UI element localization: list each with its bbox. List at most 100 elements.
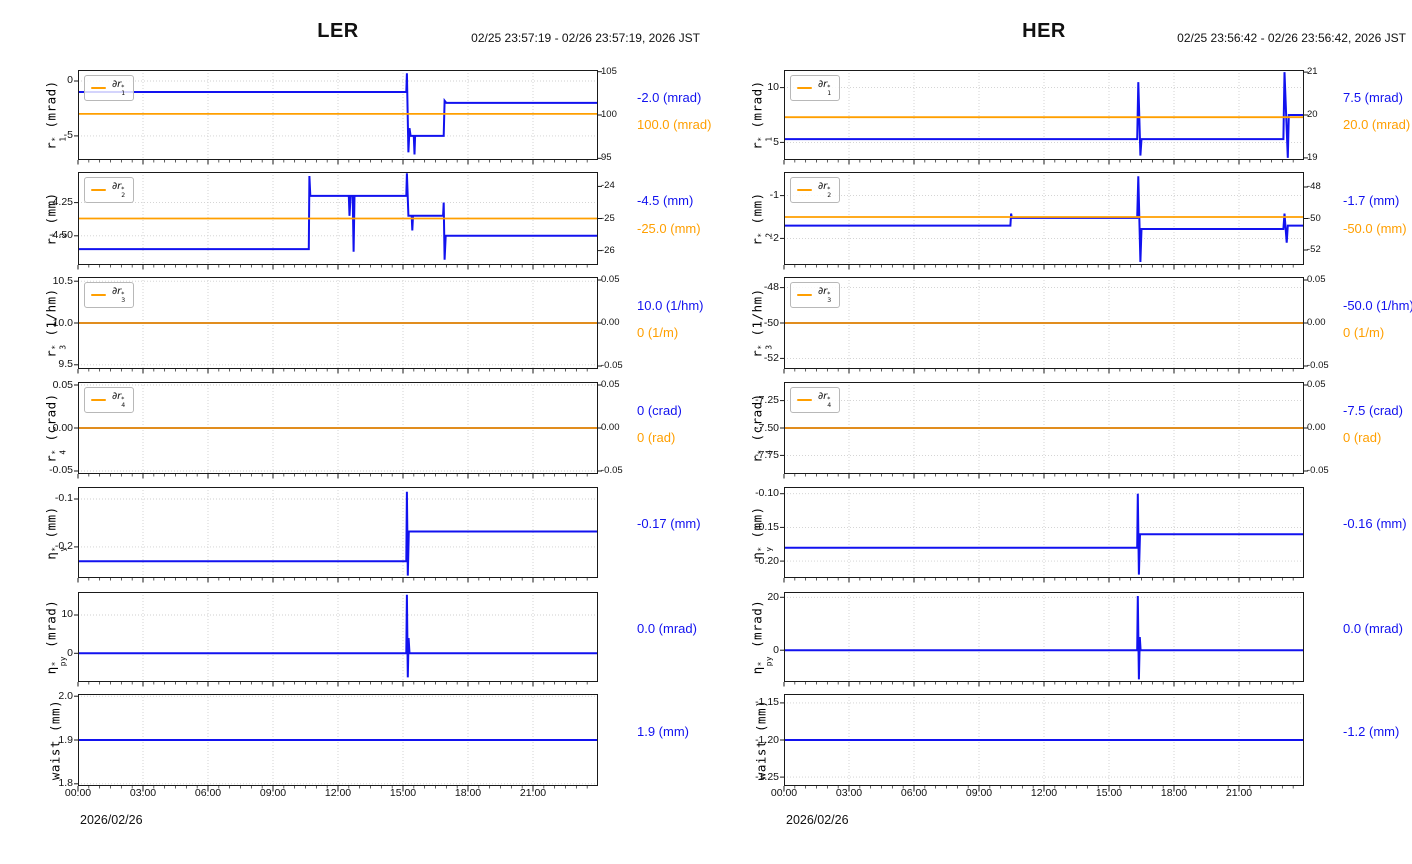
y-tick-label: -0.2 <box>54 540 73 553</box>
y-tick-label: 0.05 <box>52 378 73 391</box>
y-tick-label: -1.25 <box>755 770 779 783</box>
value-label-r1-measured: -2.0 (mrad) <box>637 90 702 105</box>
x-tick-label: 18:00 <box>1160 787 1188 799</box>
right-tick-label: -50 <box>1307 212 1321 224</box>
y-tick-label: 2.0 <box>58 689 73 702</box>
right-tick-label: -24 <box>601 180 615 192</box>
y-tick-label: -1.15 <box>755 696 779 709</box>
y-tick-label: 0.00 <box>52 421 73 434</box>
value-label-r3-measured: -50.0 (1/hm) <box>1343 297 1412 313</box>
y-tick-label: 10 <box>767 81 779 94</box>
x-tick-label: 09:00 <box>259 787 287 799</box>
x-tick-label: 12:00 <box>1030 787 1058 799</box>
legend-r4: ∂r * 4 <box>790 387 841 413</box>
legend-line-sample <box>91 86 106 90</box>
right-tick-label: -0.05 <box>1307 464 1329 476</box>
value-label-eta-py-measured: 0.0 (mrad) <box>1343 621 1403 636</box>
plot-eta-y <box>74 487 598 583</box>
value-label-eta-py-measured: 0.0 (mrad) <box>637 621 697 636</box>
right-tick-label: 0.05 <box>601 379 620 390</box>
y-tick-label: 10.5 <box>52 274 73 287</box>
plot-r3 <box>74 277 602 374</box>
plot-r2 <box>74 172 602 270</box>
column-her: HER 02/25 23:56:42 - 02/26 23:56:42, 202… <box>706 0 1412 864</box>
x-tick-label: 06:00 <box>900 787 928 799</box>
right-tick-label: 0.05 <box>1307 379 1326 390</box>
value-label-eta-y-measured: -0.16 (mm) <box>1343 516 1407 532</box>
column-ler: LER 02/25 23:57:19 - 02/26 23:57:19, 202… <box>43 20 711 827</box>
y-tick-label: -48 <box>763 281 779 294</box>
right-tick-label: 0.05 <box>601 274 620 285</box>
legend-line-sample <box>91 398 106 402</box>
value-label-r2-measured: -1.7 (mm) <box>1343 192 1400 208</box>
legend-label: ∂r * 4 <box>112 391 126 409</box>
y-tick-label: -0.20 <box>755 554 779 567</box>
legend-r1: ∂r * 1 <box>790 75 841 101</box>
right-tick-label: -26 <box>601 244 615 256</box>
plot-r1 <box>780 70 1308 165</box>
value-label-r3-measured: 10.0 (1/hm) <box>637 297 704 313</box>
value-label-r1-measured: 7.5 (mrad) <box>1343 90 1403 105</box>
value-label-r4-reference: 0 (rad) <box>637 430 676 446</box>
legend-label: ∂r * 4 <box>818 391 832 409</box>
right-tick-label: 100 <box>601 109 617 120</box>
y-tick-label: -1 <box>769 189 779 202</box>
y-tick-label: 1.9 <box>58 733 73 746</box>
right-tick-label: 0.00 <box>601 422 620 433</box>
x-axis-date-label: 2026/02/26 <box>80 813 143 827</box>
legend-r3: ∂r * 3 <box>790 282 841 308</box>
y-tick-label: 10 <box>61 608 73 621</box>
x-tick-label: 15:00 <box>389 787 417 799</box>
y-tick-label: 20 <box>767 590 779 603</box>
value-label-r1-reference: 100.0 (mrad) <box>637 117 712 132</box>
right-tick-label: 0.00 <box>1307 317 1326 328</box>
x-tick-label: 15:00 <box>1095 787 1123 799</box>
y-tick-label: -0.15 <box>755 520 779 533</box>
y-tick-label: -0.1 <box>54 492 73 505</box>
value-label-r4-measured: -7.5 (crad) <box>1343 402 1403 418</box>
y-tick-label: 0 <box>67 646 73 659</box>
panel-stack: r * 1 (mrad) 10 5 21 20 19 ∂r * 1 7.5 (mrad) 20.0 (m… <box>706 0 1412 864</box>
x-axis-date-label: 2026/02/26 <box>786 813 849 827</box>
x-tick-label: 18:00 <box>454 787 482 799</box>
right-tick-label: 0.00 <box>1307 422 1326 433</box>
panel-stack: r * 1 (mrad) 0 -5 105 100 95 ∂r * 1 -2.0 (mrad) 100.… <box>43 65 711 799</box>
column-title: LER <box>317 20 359 42</box>
x-tick-label: 03:00 <box>835 787 863 799</box>
plot-r1 <box>74 70 602 165</box>
y-tick-label: -2 <box>769 231 779 244</box>
legend-label: ∂r * 1 <box>818 79 832 97</box>
time-range-label: 02/25 23:57:19 - 02/26 23:57:19, 2026 JS… <box>471 31 700 45</box>
legend-line-sample <box>797 293 812 297</box>
x-tick-label: 03:00 <box>129 787 157 799</box>
value-label-waist-measured: -1.2 (mm) <box>1343 723 1400 739</box>
right-tick-label: -0.05 <box>601 464 623 476</box>
legend-label: ∂r * 3 <box>818 286 832 304</box>
y-tick-label: 5 <box>773 135 779 148</box>
plot-eta-py <box>780 592 1304 687</box>
plot-r4 <box>780 382 1308 479</box>
legend-label: ∂r * 2 <box>818 181 832 199</box>
right-tick-label: -0.05 <box>1307 359 1329 371</box>
y-tick-label: -52 <box>763 351 779 364</box>
plot-r2 <box>780 172 1308 270</box>
legend-r2: ∂r * 2 <box>84 177 135 203</box>
value-label-r2-reference: -25.0 (mm) <box>637 220 701 236</box>
right-tick-label: 19 <box>1307 151 1318 163</box>
right-tick-label: 105 <box>601 65 617 77</box>
legend-r1: ∂r * 1 <box>84 75 135 101</box>
plot-eta-py <box>74 592 598 687</box>
y-tick-label: 0 <box>773 643 779 656</box>
legend-r2: ∂r * 2 <box>790 177 841 203</box>
legend-r4: ∂r * 4 <box>84 387 135 413</box>
y-axis-label-eta-py: η * py (mrad) <box>749 599 774 675</box>
x-tick-label: 09:00 <box>965 787 993 799</box>
value-label-waist-measured: 1.9 (mm) <box>637 723 689 739</box>
value-label-r4-measured: 0 (crad) <box>637 402 682 418</box>
x-tick-label: 00:00 <box>770 787 798 799</box>
value-label-eta-y-measured: -0.17 (mm) <box>637 516 701 532</box>
right-tick-label: 0.05 <box>1307 274 1326 285</box>
plot-waist <box>780 694 1304 791</box>
y-tick-label: -7.75 <box>755 448 779 461</box>
